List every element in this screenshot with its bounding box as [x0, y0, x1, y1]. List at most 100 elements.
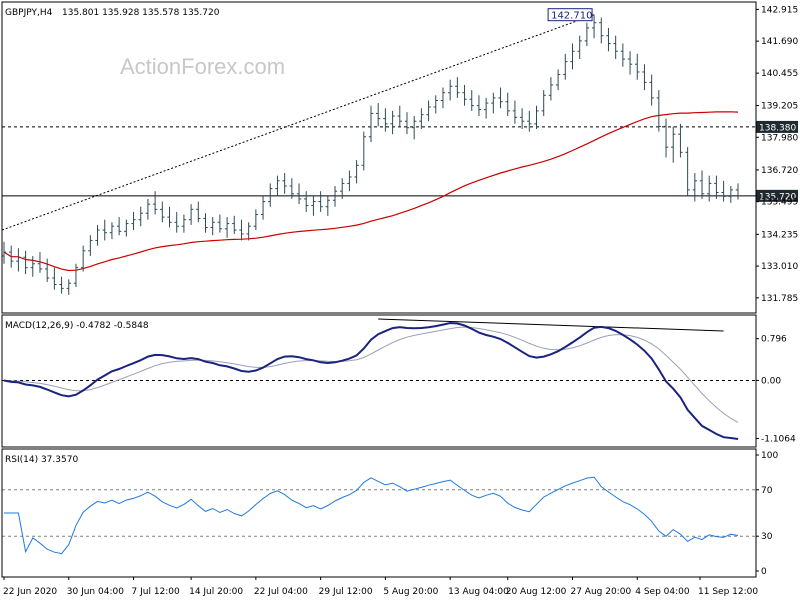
candle	[52, 267, 57, 290]
candle	[188, 204, 194, 225]
price-tick-label: 141.690	[761, 37, 798, 47]
candle	[181, 214, 187, 233]
rsi-frame	[1, 448, 757, 578]
candle	[361, 131, 367, 171]
candle	[73, 263, 79, 288]
price-tick-label: 135.495	[761, 198, 798, 208]
candle	[167, 206, 172, 228]
symbol-header: GBPJPY,H4	[5, 8, 53, 18]
peak-label-box	[547, 8, 593, 22]
candle	[138, 206, 143, 227]
macd-tick-label: 0.796	[761, 335, 787, 345]
candle	[203, 213, 208, 233]
candle	[541, 90, 546, 117]
candle	[347, 170, 352, 192]
candle	[469, 90, 474, 111]
time-tick-label: 22 Jul 04:00	[254, 587, 308, 597]
time-tick-label: 27 Aug 20:00	[570, 587, 631, 597]
candle	[289, 178, 295, 199]
price-tick-label: 134.235	[761, 230, 798, 240]
candle	[275, 175, 280, 197]
candle	[383, 108, 388, 132]
price-tick-label: 140.455	[761, 69, 798, 79]
candle	[124, 219, 129, 237]
rsi-tick-label: 100	[761, 451, 778, 461]
rsi-tick-label: 30	[761, 532, 773, 542]
candle	[304, 191, 309, 212]
candle	[282, 173, 287, 194]
candle	[699, 170, 705, 199]
candle	[440, 87, 446, 109]
candle	[325, 196, 331, 216]
candle	[88, 235, 93, 256]
candle	[512, 100, 518, 124]
candle	[649, 74, 654, 106]
candle	[253, 209, 259, 231]
candle	[390, 110, 395, 135]
candle	[584, 22, 590, 47]
candle	[368, 105, 374, 142]
level-label-0: 138.380	[759, 123, 796, 133]
candle	[239, 219, 244, 241]
candle	[102, 219, 107, 241]
candle	[671, 126, 676, 163]
watermark: ActionForex.com	[120, 54, 285, 79]
time-tick-label: 22 Jun 2020	[3, 587, 57, 597]
candle	[426, 100, 431, 122]
candle	[433, 95, 438, 114]
candle	[663, 118, 669, 158]
price-frame	[1, 1, 757, 314]
candle	[109, 222, 115, 240]
time-tick-label: 5 Aug 20:00	[383, 587, 438, 597]
macd-trendline	[378, 318, 724, 332]
price-tick-label: 133.010	[761, 262, 798, 272]
price-panel: 138.380 135.720 142.710	[1, 8, 798, 295]
candle	[685, 147, 690, 197]
candle	[678, 123, 683, 158]
candle	[635, 53, 640, 80]
candle	[340, 178, 345, 199]
candle	[95, 224, 100, 246]
candle	[116, 217, 122, 236]
candle	[491, 92, 496, 114]
level-label-box-0	[756, 120, 798, 133]
candle	[332, 186, 338, 207]
rising-trendline	[1, 14, 595, 231]
time-tick-label: 13 Aug 04:00	[448, 587, 509, 597]
candle	[404, 112, 410, 135]
rsi-title: RSI(14) 37.3570	[5, 455, 78, 465]
macd-tick-label: -1.1064	[761, 434, 796, 444]
candle	[66, 279, 71, 295]
candle	[354, 160, 359, 184]
candle	[735, 183, 741, 200]
candle	[721, 180, 726, 202]
candle	[174, 211, 179, 233]
candle	[591, 14, 597, 39]
candle	[570, 43, 575, 70]
time-tick-label: 7 Jul 12:00	[132, 587, 181, 597]
candle	[483, 97, 489, 119]
candle	[527, 110, 532, 132]
candle	[260, 196, 266, 220]
candle	[311, 196, 316, 216]
candle	[728, 186, 734, 203]
time-tick-label: 29 Jul 12:00	[319, 587, 373, 597]
candle	[397, 105, 402, 127]
candle	[210, 217, 215, 236]
candle	[563, 53, 568, 80]
price-tick-label: 131.785	[761, 294, 798, 304]
price-tick-label: 139.205	[761, 102, 798, 112]
candle	[620, 43, 626, 67]
candle	[577, 35, 582, 60]
candle	[217, 214, 223, 233]
time-tick-label: 4 Sep 04:00	[635, 587, 690, 597]
candle	[599, 17, 604, 44]
candle	[505, 92, 510, 117]
time-tick-label: 20 Aug 12:00	[506, 587, 567, 597]
time-tick-label: 30 Jun 04:00	[67, 587, 124, 597]
candle	[30, 255, 35, 277]
candle	[447, 79, 453, 101]
